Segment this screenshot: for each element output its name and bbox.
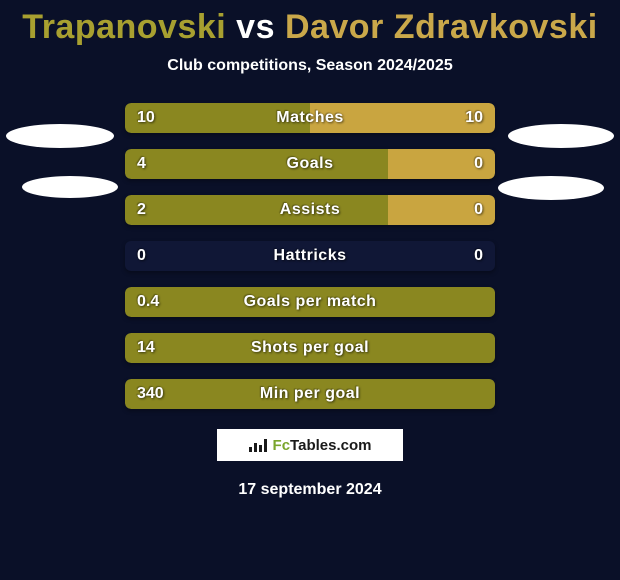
stat-row: 10 10 Matches bbox=[125, 103, 495, 133]
stat-value-left: 14 bbox=[137, 339, 155, 357]
stat-row: 2 0 Assists bbox=[125, 195, 495, 225]
stat-label: Shots per goal bbox=[251, 339, 369, 357]
stat-value-right: 10 bbox=[465, 109, 483, 127]
stat-label: Matches bbox=[276, 109, 344, 127]
stat-row: 4 0 Goals bbox=[125, 149, 495, 179]
stat-bar-left bbox=[125, 149, 388, 179]
stat-value-left: 10 bbox=[137, 109, 155, 127]
stat-label: Min per goal bbox=[260, 385, 360, 403]
stats-container: 10 10 Matches 4 0 Goals 2 0 Assists 0 0 Hattricks 0.… bbox=[125, 103, 495, 409]
decorative-ellipse bbox=[6, 124, 114, 148]
stat-row: 340 Min per goal bbox=[125, 379, 495, 409]
brand-badge: FcTables.com bbox=[215, 427, 405, 463]
footer-date: 17 september 2024 bbox=[0, 481, 620, 499]
title-part-2: vs bbox=[226, 8, 285, 46]
stat-bar-left bbox=[125, 195, 388, 225]
brand-prefix: Fc bbox=[273, 437, 291, 454]
stat-row: 0 0 Hattricks bbox=[125, 241, 495, 271]
stat-label: Hattricks bbox=[274, 247, 347, 265]
stat-value-left: 4 bbox=[137, 155, 146, 173]
decorative-ellipse bbox=[508, 124, 614, 148]
brand-rest: Tables.com bbox=[290, 437, 371, 454]
stat-value-left: 2 bbox=[137, 201, 146, 219]
chart-icon bbox=[249, 438, 267, 452]
stat-value-right: 0 bbox=[474, 155, 483, 173]
stat-value-left: 0 bbox=[137, 247, 146, 265]
brand-text: FcTables.com bbox=[273, 437, 372, 454]
subtitle: Club competitions, Season 2024/2025 bbox=[0, 57, 620, 75]
stat-row: 14 Shots per goal bbox=[125, 333, 495, 363]
title-part-1: Trapanovski bbox=[22, 8, 226, 46]
stat-value-right: 0 bbox=[474, 247, 483, 265]
page-title: Trapanovski vs Davor Zdravkovski bbox=[0, 0, 620, 47]
decorative-ellipse bbox=[498, 176, 604, 200]
decorative-ellipse bbox=[22, 176, 118, 198]
title-part-3: Davor Zdravkovski bbox=[285, 8, 598, 46]
stat-value-left: 340 bbox=[137, 385, 164, 403]
stat-row: 0.4 Goals per match bbox=[125, 287, 495, 317]
stat-value-right: 0 bbox=[474, 201, 483, 219]
stat-label: Goals bbox=[287, 155, 334, 173]
stat-label: Assists bbox=[280, 201, 340, 219]
stat-label: Goals per match bbox=[244, 293, 377, 311]
stat-value-left: 0.4 bbox=[137, 293, 159, 311]
